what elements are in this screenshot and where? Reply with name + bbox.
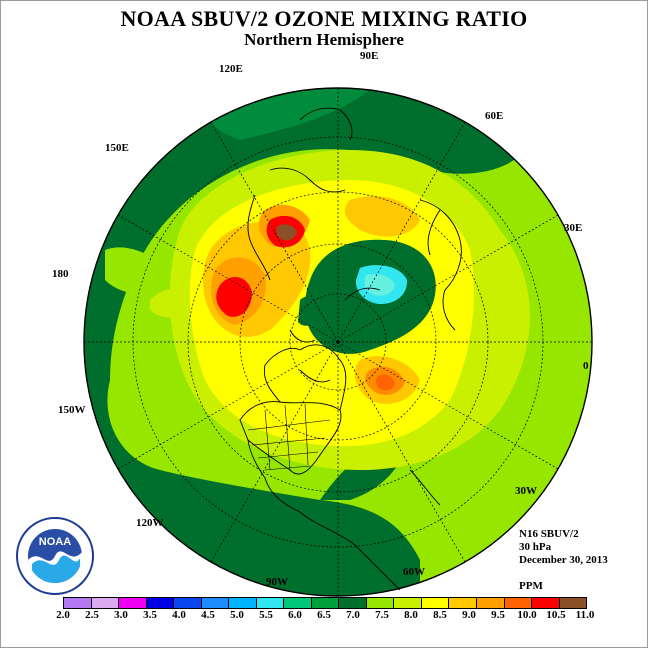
info-block: N16 SBUV/2 30 hPa December 30, 2013 PPM <box>519 528 608 593</box>
graticule <box>84 88 592 596</box>
lon-label-180: 180 <box>52 268 69 280</box>
units-label: PPM <box>519 580 543 592</box>
colorbar-swatch <box>64 598 92 608</box>
ozone-field <box>84 88 592 596</box>
pressure-level-label: 30 hPa <box>519 541 552 553</box>
colorbar-ticks: 2.0 2.5 3.0 3.5 4.0 4.5 5.0 5.5 6.0 6.5 7.0 7.5 8.0 8… <box>0 609 648 623</box>
colorbar-swatch <box>339 598 367 608</box>
colorbar-swatch <box>146 598 175 608</box>
colorbar-swatch <box>201 598 230 608</box>
colorbar-swatch <box>394 598 422 608</box>
colorbar-swatch <box>256 598 285 608</box>
date-label: December 30, 2013 <box>519 554 608 566</box>
colorbar-swatch <box>421 598 450 608</box>
noaa-logo-text: NOAA <box>39 536 71 548</box>
colorbar-swatch <box>174 598 202 608</box>
colorbar-swatch <box>284 598 312 608</box>
lon-label-150e: 150E <box>105 142 129 154</box>
colorbar-tick-label: 9.0 <box>462 609 476 621</box>
map-title: NOAA SBUV/2 OZONE MIXING RATIO <box>120 6 528 31</box>
lon-label-60w: 60W <box>403 566 425 578</box>
lon-label-90w: 90W <box>266 576 288 588</box>
colorbar-swatch <box>366 598 395 608</box>
colorbar-tick-label: 10.5 <box>546 609 566 621</box>
colorbar-tick-label: 3.0 <box>114 609 128 621</box>
lon-label-60e: 60E <box>485 110 504 122</box>
colorbar-swatch <box>119 598 147 608</box>
colorbar-swatch <box>229 598 257 608</box>
colorbar-tick-label: 5.5 <box>259 609 273 621</box>
map-subtitle: Northern Hemisphere <box>244 30 404 49</box>
colorbar-swatch <box>476 598 505 608</box>
colorbar-swatch <box>311 598 340 608</box>
colorbar-swatch <box>559 598 587 608</box>
colorbar-tick-label: 6.0 <box>288 609 302 621</box>
colorbar-tick-label: 11.0 <box>575 609 595 621</box>
colorbar-swatch <box>504 598 533 608</box>
colorbar-tick-label: 8.0 <box>404 609 418 621</box>
lon-label-120e: 120E <box>219 63 243 75</box>
coastlines <box>239 107 462 591</box>
lon-label-90e: 90E <box>360 50 379 62</box>
colorbar-tick-label: 4.0 <box>172 609 186 621</box>
colorbar-tick-label: 5.0 <box>230 609 244 621</box>
colorbar-swatch <box>532 598 560 608</box>
lon-label-150w: 150W <box>58 404 86 416</box>
colorbar-tick-label: 6.5 <box>317 609 331 621</box>
instrument-label: N16 SBUV/2 <box>519 528 579 540</box>
colorbar-tick-label: 9.5 <box>491 609 505 621</box>
colorbar-tick-label: 4.5 <box>201 609 215 621</box>
colorbar-tick-label: 7.0 <box>346 609 360 621</box>
colorbar-swatch <box>91 598 120 608</box>
colorbar <box>63 597 587 609</box>
colorbar-tick-label: 8.5 <box>433 609 447 621</box>
colorbar-tick-label: 10.0 <box>517 609 537 621</box>
colorbar-tick-label: 2.5 <box>85 609 99 621</box>
colorbar-tick-label: 2.0 <box>56 609 70 621</box>
map-border <box>83 87 593 597</box>
lon-label-30e: 30E <box>564 222 583 234</box>
lon-label-30w: 30W <box>515 485 537 497</box>
lon-label-0: 0 <box>583 360 589 372</box>
colorbar-tick-label: 3.5 <box>143 609 157 621</box>
colorbar-tick-label: 7.5 <box>375 609 389 621</box>
state-borders <box>247 403 331 471</box>
lon-label-120w: 120W <box>136 517 164 529</box>
colorbar-swatch <box>449 598 477 608</box>
noaa-logo: NOAA <box>16 517 94 595</box>
